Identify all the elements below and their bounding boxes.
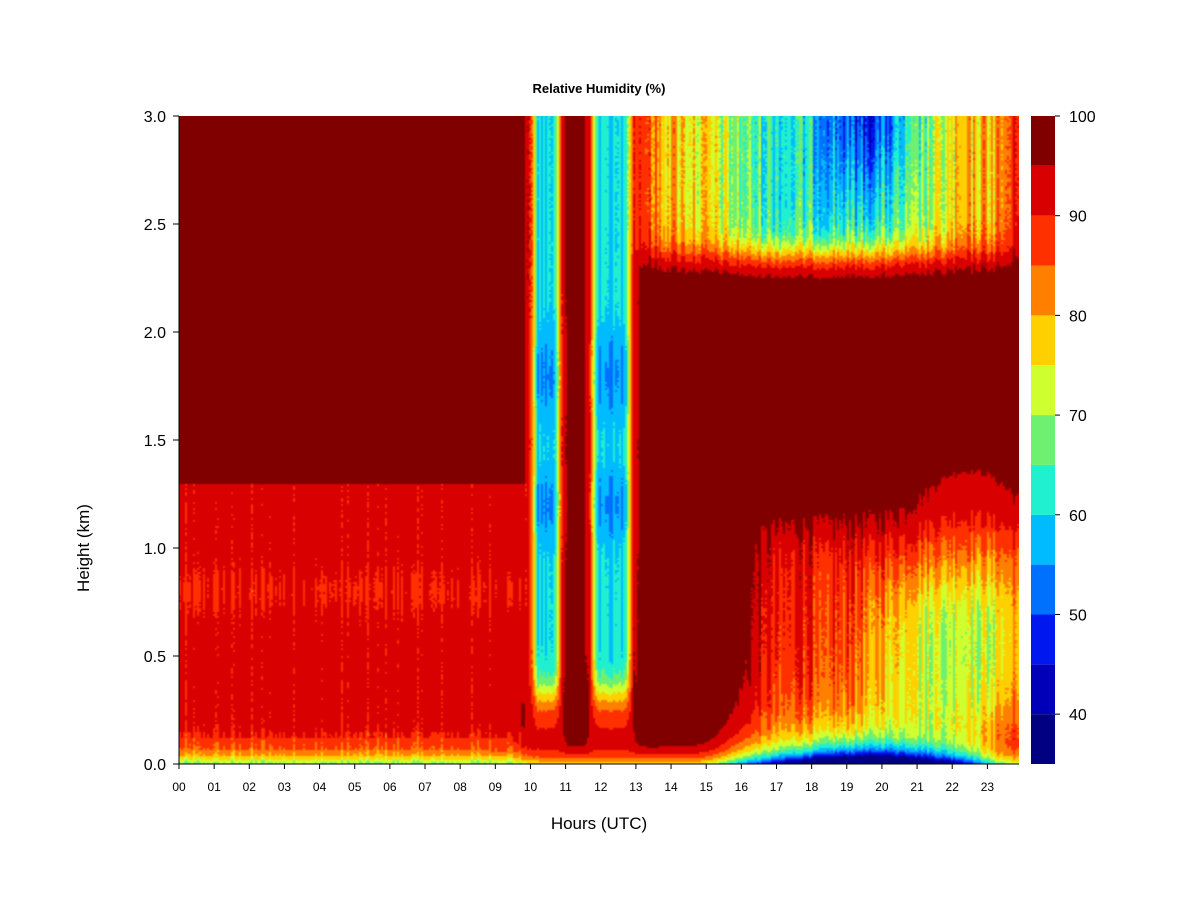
x-tick-label: 10: [524, 780, 538, 794]
x-tick-label: 06: [383, 780, 397, 794]
x-tick-label: 08: [453, 780, 467, 794]
heatmap-plot-area: [179, 116, 1019, 764]
colorbar-segment: [1031, 664, 1055, 715]
colorbar-tick-label: 60: [1069, 508, 1087, 525]
x-tick-label: 18: [805, 780, 819, 794]
y-axis: 0.0 0.5 1.0 1.5 2.0 2.5 3.0: [144, 109, 180, 774]
colorbar-segment: [1031, 165, 1055, 216]
x-tick-label: 15: [700, 780, 714, 794]
y-tick-label: 0.5: [144, 649, 166, 666]
y-tick-label: 2.0: [144, 325, 166, 342]
colorbar-segment: [1031, 614, 1055, 665]
colorbar-segment: [1031, 365, 1055, 416]
colorbar-tick-label: 90: [1069, 209, 1087, 226]
colorbar-segment: [1031, 315, 1055, 366]
x-tick-label: 19: [840, 780, 854, 794]
y-tick-label: 3.0: [144, 109, 166, 126]
y-axis-title: Height (km): [74, 504, 93, 592]
colorbar-ticks: 40 50 60 70 80 90 100: [1055, 109, 1096, 724]
colorbar-tick-label: 70: [1069, 408, 1087, 425]
chart-title: Relative Humidity (%): [533, 81, 666, 96]
x-tick-label: 03: [278, 780, 292, 794]
x-tick-label: 12: [594, 780, 608, 794]
y-tick-label: 2.5: [144, 217, 166, 234]
x-axis-title: Hours (UTC): [551, 814, 647, 833]
colorbar-segment: [1031, 415, 1055, 465]
colorbar: [1031, 116, 1055, 764]
x-tick-label: 22: [946, 780, 960, 794]
x-tick-label: 14: [664, 780, 678, 794]
colorbar-tick-label: 40: [1069, 707, 1087, 724]
colorbar-segment: [1031, 464, 1055, 515]
y-tick-label: 1.0: [144, 541, 166, 558]
colorbar-tick-label: 50: [1069, 607, 1087, 624]
colorbar-segment: [1031, 215, 1055, 266]
y-tick-label: 1.5: [144, 433, 166, 450]
colorbar-segment: [1031, 265, 1055, 316]
colorbar-segment: [1031, 514, 1055, 565]
colorbar-segment: [1031, 564, 1055, 615]
x-tick-label: 11: [559, 780, 572, 794]
colorbar-segment: [1031, 714, 1055, 764]
x-tick-label: 16: [735, 780, 749, 794]
x-tick-label: 02: [243, 780, 257, 794]
x-tick-label: 17: [770, 780, 784, 794]
colorbar-tick-label: 100: [1069, 109, 1096, 126]
humidity-heatmap: [179, 116, 1019, 764]
x-tick-label: 00: [172, 780, 186, 794]
x-tick-label: 05: [348, 780, 362, 794]
colorbar-segment: [1031, 116, 1055, 166]
y-tick-label: 0.0: [144, 757, 166, 774]
x-tick-label: 09: [489, 780, 503, 794]
colorbar-tick-label: 80: [1069, 308, 1087, 325]
x-axis: 00 01 02 03 04 05 06 07 08 09 10 11 12 13 14 15 16 17 18 19…: [172, 763, 1019, 794]
x-tick-label: 20: [875, 780, 889, 794]
x-tick-label: 13: [629, 780, 643, 794]
x-tick-label: 21: [910, 780, 924, 794]
x-tick-label: 01: [207, 780, 221, 794]
x-tick-label: 04: [313, 780, 327, 794]
x-tick-label: 07: [418, 780, 432, 794]
x-tick-label: 23: [981, 780, 995, 794]
